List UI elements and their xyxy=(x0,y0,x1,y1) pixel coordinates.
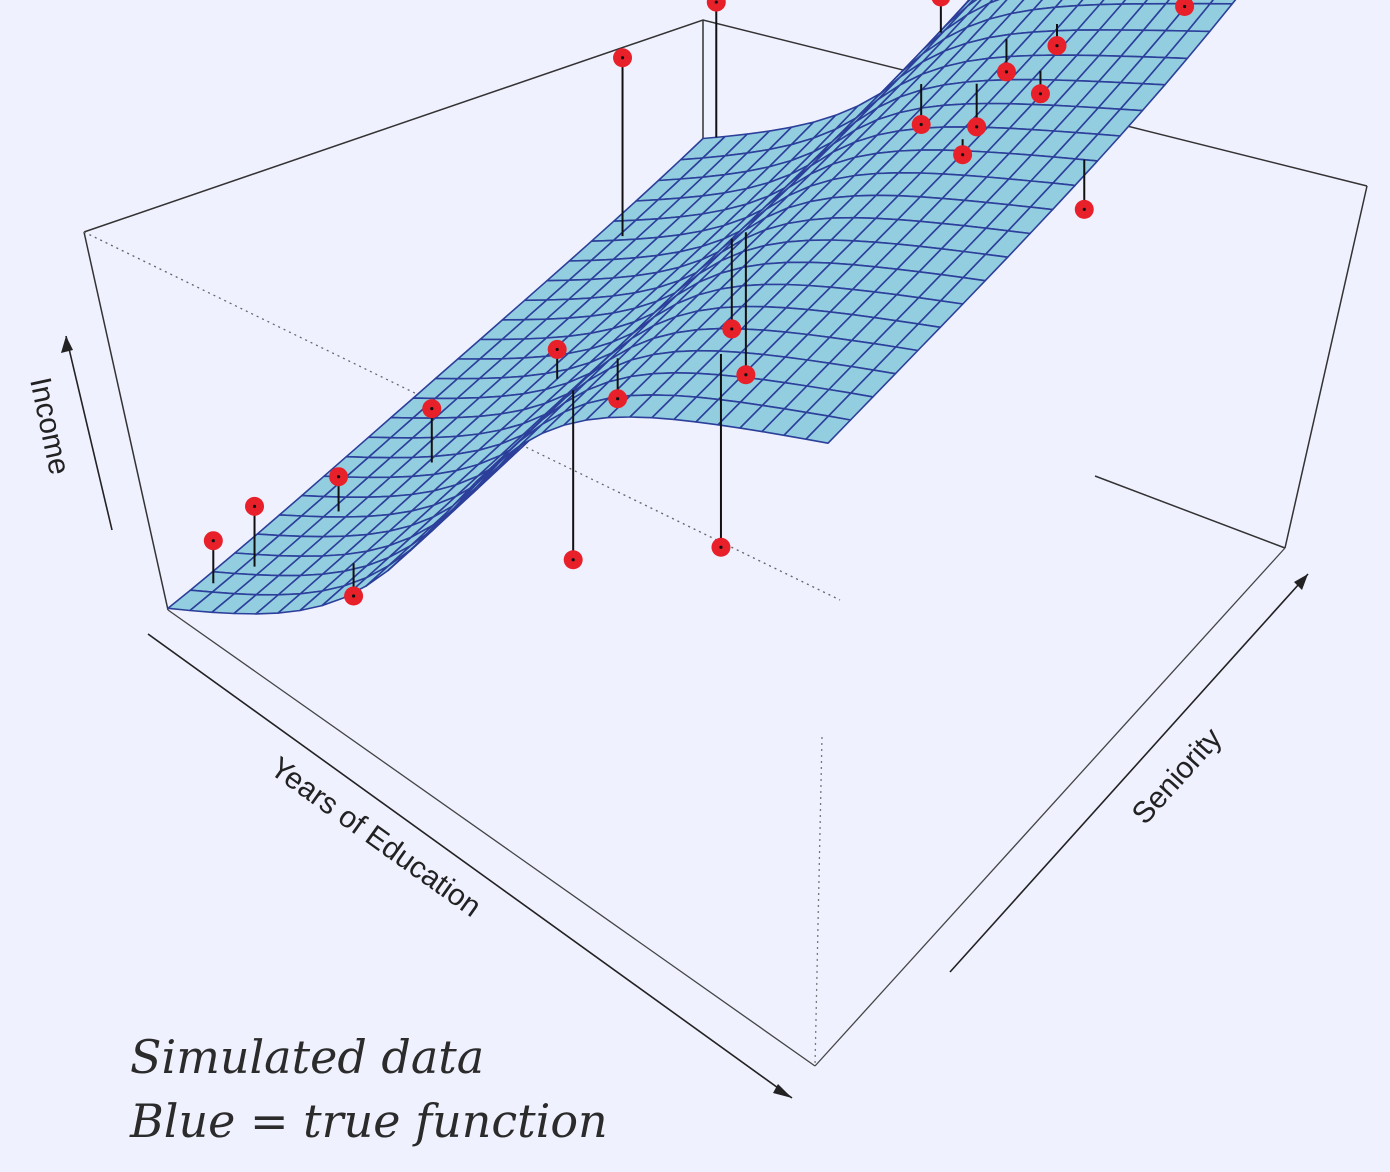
data-point-center xyxy=(555,347,559,352)
data-point-center xyxy=(1004,70,1009,74)
box-right-floor-edge xyxy=(1094,475,1286,549)
true-function-surface xyxy=(167,0,1237,615)
data-point-center xyxy=(714,0,718,4)
data-point-center xyxy=(719,545,723,549)
data-point-center xyxy=(252,504,257,508)
data-point-center xyxy=(430,407,434,411)
income-axis-label: Income xyxy=(23,375,76,478)
observation-points xyxy=(203,0,1195,606)
data-point-center xyxy=(571,558,575,562)
data-point-center xyxy=(1038,92,1043,96)
seniority-axis-arrow xyxy=(949,573,1309,973)
data-point-center xyxy=(730,327,734,331)
data-point-center xyxy=(351,594,356,598)
bounding-box-front xyxy=(167,547,1286,1067)
education-arrowhead xyxy=(773,1084,792,1098)
seniority-axis-label: Seniority xyxy=(1126,722,1229,831)
data-point-center xyxy=(620,56,625,60)
data-point-center xyxy=(744,373,748,377)
data-point-center xyxy=(1055,44,1059,48)
seniority-arrowhead xyxy=(1294,574,1308,590)
surface-cell xyxy=(805,415,852,445)
caption-line-1: Simulated data xyxy=(130,1030,485,1084)
box-bottom-front-edge xyxy=(167,609,816,1067)
box-front-hidden-vertical xyxy=(814,736,823,1067)
data-point-center xyxy=(211,539,215,543)
data-point xyxy=(931,0,950,7)
data-point-center xyxy=(616,397,620,401)
education-axis-arrow xyxy=(147,633,793,1099)
data-point-center xyxy=(919,122,923,127)
data-point-center xyxy=(336,475,341,479)
income-arrowhead xyxy=(61,336,73,353)
data-point xyxy=(706,0,726,12)
caption-line-2: Blue = true function xyxy=(130,1094,608,1148)
box-right-vertical-edge xyxy=(1284,185,1368,549)
education-axis-label: Years of Education xyxy=(264,751,487,924)
box-bottom-right-edge xyxy=(814,547,1286,1067)
data-point-center xyxy=(1082,207,1086,211)
income-axis-arrow xyxy=(65,335,113,531)
data-point-center xyxy=(1182,4,1187,9)
data-point-center xyxy=(961,153,965,157)
data-point-center xyxy=(975,125,979,129)
box-left-vertical-edge xyxy=(83,231,169,611)
